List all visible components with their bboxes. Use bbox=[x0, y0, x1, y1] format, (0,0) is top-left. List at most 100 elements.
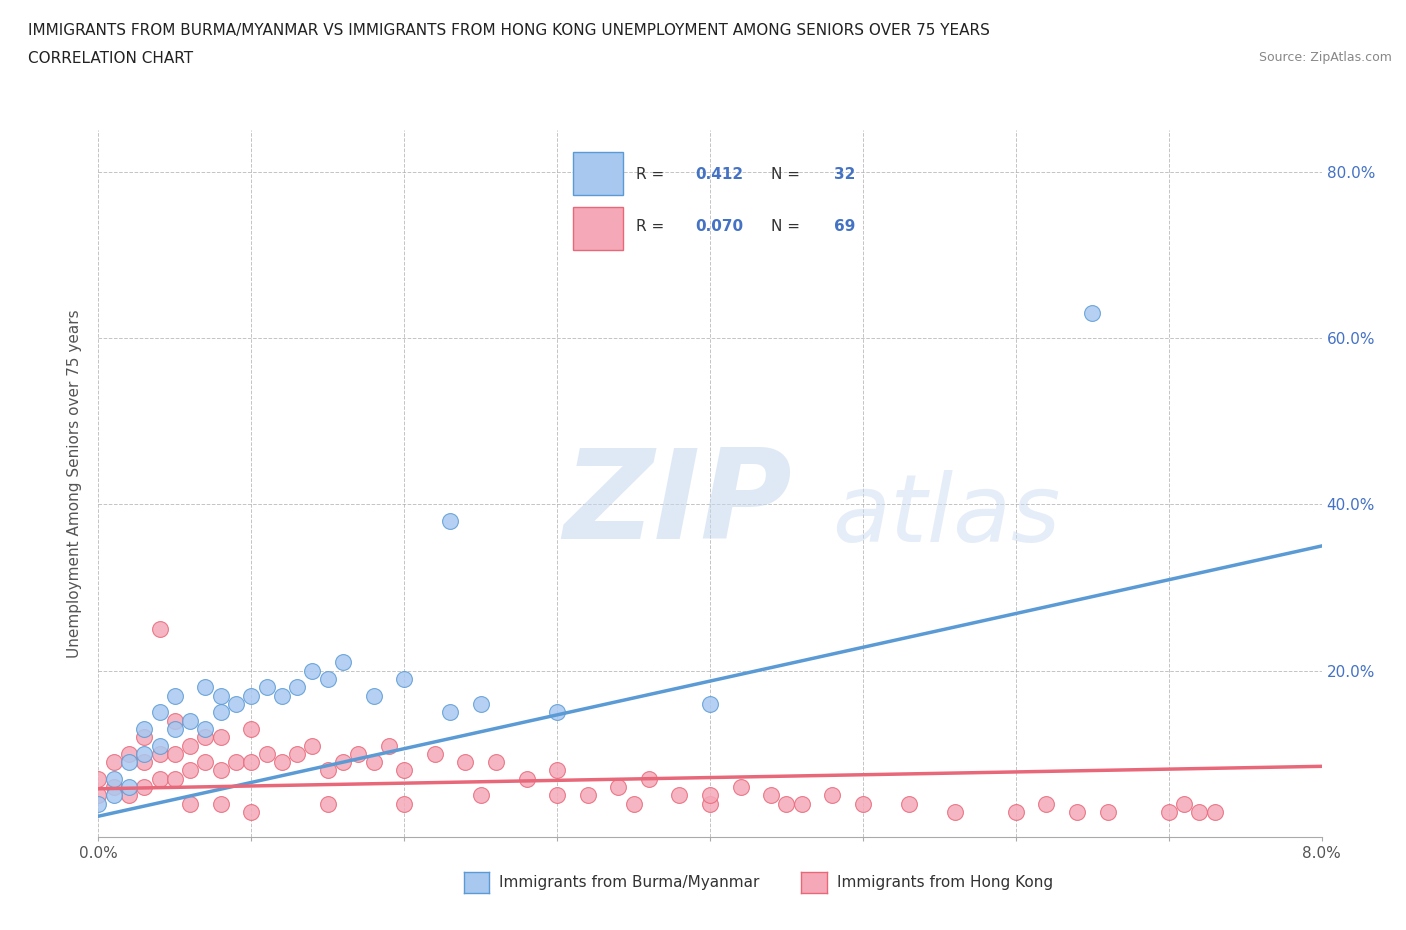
Point bbox=[163, 688, 186, 703]
Point bbox=[194, 755, 217, 770]
Point bbox=[699, 796, 721, 811]
Point bbox=[103, 755, 125, 770]
Point bbox=[1173, 796, 1195, 811]
Point bbox=[699, 788, 721, 803]
Point bbox=[301, 738, 323, 753]
Point bbox=[576, 788, 599, 803]
Point bbox=[179, 713, 201, 728]
Point bbox=[332, 655, 354, 670]
Point bbox=[179, 738, 201, 753]
Point bbox=[209, 763, 232, 777]
Point bbox=[623, 796, 645, 811]
Point bbox=[209, 688, 232, 703]
Point bbox=[225, 755, 247, 770]
Point bbox=[149, 705, 172, 720]
Point bbox=[852, 796, 875, 811]
Point bbox=[149, 771, 172, 786]
Point bbox=[285, 680, 308, 695]
Point bbox=[668, 788, 690, 803]
Point bbox=[87, 771, 110, 786]
Point bbox=[256, 680, 278, 695]
Point bbox=[546, 788, 568, 803]
Text: Immigrants from Hong Kong: Immigrants from Hong Kong bbox=[837, 875, 1053, 890]
Point bbox=[759, 788, 782, 803]
Y-axis label: Unemployment Among Seniors over 75 years: Unemployment Among Seniors over 75 years bbox=[67, 310, 83, 658]
Point bbox=[179, 796, 201, 811]
Point bbox=[470, 788, 492, 803]
Point bbox=[118, 788, 141, 803]
Text: Immigrants from Burma/Myanmar: Immigrants from Burma/Myanmar bbox=[499, 875, 759, 890]
Point bbox=[1066, 804, 1088, 819]
Point bbox=[209, 705, 232, 720]
Point bbox=[163, 722, 186, 737]
Point bbox=[285, 747, 308, 762]
Text: CORRELATION CHART: CORRELATION CHART bbox=[28, 51, 193, 66]
Point bbox=[134, 730, 156, 745]
Point bbox=[775, 796, 797, 811]
Point bbox=[470, 697, 492, 711]
Point bbox=[240, 804, 263, 819]
Point bbox=[163, 747, 186, 762]
Point bbox=[1004, 804, 1026, 819]
Point bbox=[87, 796, 110, 811]
Point bbox=[194, 722, 217, 737]
Point bbox=[699, 697, 721, 711]
Point bbox=[134, 755, 156, 770]
Text: IMMIGRANTS FROM BURMA/MYANMAR VS IMMIGRANTS FROM HONG KONG UNEMPLOYMENT AMONG SE: IMMIGRANTS FROM BURMA/MYANMAR VS IMMIGRA… bbox=[28, 23, 990, 38]
Point bbox=[149, 621, 172, 636]
Point bbox=[118, 747, 141, 762]
Point bbox=[134, 779, 156, 794]
Point bbox=[439, 513, 461, 528]
Point bbox=[163, 771, 186, 786]
Point bbox=[1081, 306, 1104, 321]
Point bbox=[1204, 804, 1226, 819]
Point bbox=[821, 788, 844, 803]
Point bbox=[194, 730, 217, 745]
Point bbox=[332, 755, 354, 770]
Point bbox=[134, 722, 156, 737]
Point bbox=[256, 747, 278, 762]
Point bbox=[392, 763, 416, 777]
Point bbox=[897, 796, 920, 811]
Point bbox=[485, 755, 508, 770]
Point bbox=[149, 738, 172, 753]
Point bbox=[316, 763, 339, 777]
Point bbox=[240, 722, 263, 737]
Point bbox=[301, 663, 323, 678]
Point bbox=[316, 671, 339, 686]
Point bbox=[943, 804, 966, 819]
Point bbox=[516, 771, 538, 786]
Point bbox=[378, 738, 401, 753]
Point bbox=[454, 755, 477, 770]
Point bbox=[363, 755, 385, 770]
Point bbox=[163, 713, 186, 728]
Point bbox=[392, 796, 416, 811]
Point bbox=[149, 747, 172, 762]
Point bbox=[546, 705, 568, 720]
Point bbox=[730, 779, 752, 794]
Point bbox=[194, 680, 217, 695]
Point bbox=[270, 688, 294, 703]
Point bbox=[240, 755, 263, 770]
Point bbox=[363, 688, 385, 703]
Text: atlas: atlas bbox=[832, 470, 1060, 561]
Text: Source: ZipAtlas.com: Source: ZipAtlas.com bbox=[1258, 51, 1392, 64]
Point bbox=[225, 697, 247, 711]
Point bbox=[607, 779, 630, 794]
Point bbox=[790, 796, 813, 811]
Point bbox=[118, 755, 141, 770]
Text: ZIP: ZIP bbox=[564, 445, 792, 565]
Point bbox=[392, 671, 416, 686]
Point bbox=[209, 730, 232, 745]
Point bbox=[637, 771, 661, 786]
Point bbox=[87, 788, 110, 803]
Point bbox=[103, 788, 125, 803]
Point bbox=[134, 747, 156, 762]
Point bbox=[270, 755, 294, 770]
Point bbox=[1157, 804, 1180, 819]
Point bbox=[439, 705, 461, 720]
Point bbox=[1097, 804, 1119, 819]
Point bbox=[240, 688, 263, 703]
Point bbox=[423, 747, 446, 762]
Point bbox=[316, 796, 339, 811]
